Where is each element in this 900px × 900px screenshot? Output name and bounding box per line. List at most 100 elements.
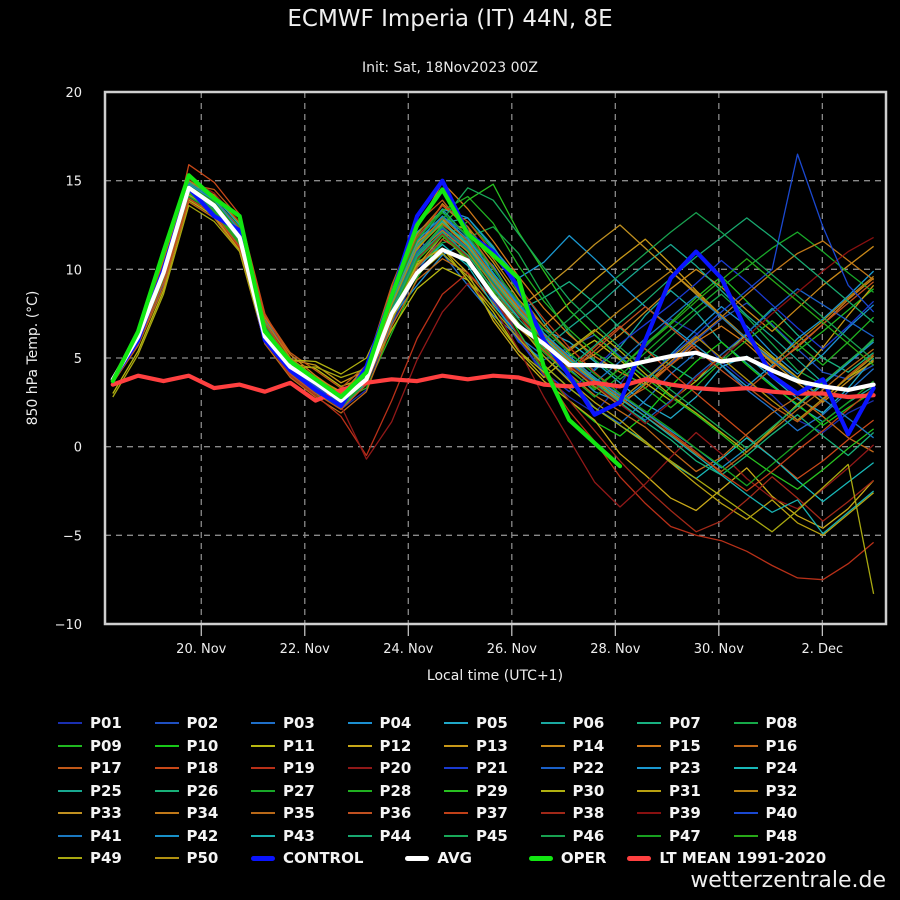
- legend-item-p17: P17: [58, 758, 122, 778]
- y-tick-label: −10: [55, 618, 82, 633]
- legend-label: P38: [572, 804, 605, 822]
- legend-item-oper: OPER: [528, 848, 607, 868]
- series-line-avg: [110, 185, 876, 403]
- legend-swatch: [540, 789, 565, 792]
- y-tick-label: 20: [65, 86, 82, 101]
- legend-swatch: [251, 812, 275, 814]
- legend-item-p42: P42: [154, 826, 219, 846]
- legend-label: P20: [379, 759, 412, 777]
- y-tick-label: 15: [65, 175, 82, 190]
- legend-label: P48: [765, 826, 798, 845]
- legend-item-p15: P15: [637, 736, 701, 756]
- legend-label: P32: [765, 781, 798, 800]
- credit-text: wetterzentrale.de: [690, 868, 886, 893]
- legend-item-p35: P35: [251, 803, 315, 823]
- legend-swatch: [347, 767, 372, 769]
- legend-item-p19: P19: [251, 758, 315, 778]
- legend-item-p18: P18: [154, 758, 218, 778]
- legend-swatch: [405, 855, 430, 861]
- legend-item-p06: P06: [540, 713, 604, 733]
- legend-item-p07: P07: [637, 713, 701, 733]
- plot-frame: [103, 90, 888, 626]
- legend-swatch: [251, 855, 275, 861]
- legend-item-p01: P01: [58, 713, 122, 733]
- legend-item-p45: P45: [444, 826, 508, 846]
- legend-swatch: [627, 855, 652, 861]
- x-tick-label: 20. Nov: [176, 642, 226, 657]
- legend-label: P03: [283, 714, 315, 732]
- legend-item-p24: P24: [733, 758, 797, 778]
- legend-item-p02: P02: [154, 713, 218, 733]
- legend-item-p40: P40: [733, 803, 797, 823]
- legend-label: P25: [90, 781, 122, 800]
- legend-item-p04: P04: [347, 713, 412, 733]
- legend-item-p30: P30: [540, 781, 605, 801]
- legend-label: P11: [283, 736, 315, 755]
- legend-swatch: [58, 767, 82, 769]
- legend-label: P05: [476, 714, 508, 732]
- legend-swatch: [540, 722, 565, 724]
- legend-label: P31: [669, 781, 701, 800]
- legend-label: P15: [669, 736, 701, 755]
- legend-item-p38: P38: [540, 803, 605, 823]
- legend-swatch: [637, 744, 661, 747]
- legend-label: P36: [379, 804, 412, 822]
- legend-swatch: [444, 722, 468, 724]
- legend-swatch: [154, 722, 179, 724]
- legend-label: P42: [186, 826, 219, 845]
- legend-swatch: [733, 834, 758, 837]
- legend-swatch: [444, 744, 468, 747]
- x-tick-label: 26. Nov: [487, 642, 537, 657]
- legend-item-p25: P25: [58, 781, 122, 801]
- legend-label: P27: [283, 781, 315, 800]
- legend-label: P43: [283, 826, 315, 845]
- x-tick-label: 22. Nov: [280, 642, 330, 657]
- legend-item-p10: P10: [154, 736, 218, 756]
- legend-label: P30: [572, 781, 605, 800]
- legend-swatch: [251, 789, 275, 792]
- legend-swatch: [58, 857, 82, 859]
- legend-label: P50: [186, 849, 219, 867]
- legend-label: P19: [283, 759, 315, 777]
- y-axis-label: 850 hPa Temp. (°C): [25, 291, 41, 426]
- legend-swatch: [444, 834, 468, 837]
- legend-item-control: CONTROL: [251, 848, 363, 868]
- legend-label: P08: [765, 714, 798, 732]
- main-lines: [110, 173, 876, 469]
- legend-item-p34: P34: [154, 803, 218, 823]
- y-tick-label: −5: [63, 529, 82, 544]
- legend-swatch: [154, 789, 179, 792]
- legend-label: AVG: [437, 849, 472, 867]
- legend-label: P16: [765, 736, 798, 755]
- x-tick-label: 2. Dec: [801, 642, 843, 657]
- legend-item-p41: P41: [58, 826, 122, 846]
- x-ticks: 20. Nov 22. Nov 24. Nov 26. Nov 28. Nov 30. N…: [176, 624, 843, 657]
- legend-swatch: [637, 834, 661, 837]
- legend-label: P04: [379, 714, 412, 732]
- legend-item-p14: P14: [540, 736, 604, 756]
- legend-swatch: [58, 789, 82, 792]
- legend-swatch: [540, 812, 565, 814]
- legend-label: P45: [476, 826, 508, 845]
- legend-item-p43: P43: [251, 826, 315, 846]
- legend-item-p32: P32: [733, 781, 798, 801]
- series-line-lt-mean-1991-2020: [110, 373, 876, 403]
- y-ticks: −10 −5 0 5 10 15 20: [55, 86, 82, 633]
- legend-swatch: [347, 812, 372, 814]
- legend-label: LT MEAN 1991-2020: [659, 849, 827, 867]
- legend-item-p20: P20: [347, 758, 412, 778]
- legend-swatch: [58, 744, 82, 747]
- legend-item-p21: P21: [444, 758, 508, 778]
- legend-label: OPER: [560, 849, 607, 867]
- legend-item-p03: P03: [251, 713, 315, 733]
- x-tick-label: 24. Nov: [383, 642, 433, 657]
- legend-item-p27: P27: [251, 781, 315, 801]
- legend-label: P01: [90, 714, 122, 732]
- legend-label: P47: [669, 826, 701, 845]
- legend-item-p26: P26: [154, 781, 218, 801]
- series-line-p16: [112, 201, 874, 473]
- legend-label: P17: [90, 759, 122, 777]
- legend-item-p48: P48: [733, 826, 798, 846]
- legend-swatch: [251, 767, 275, 769]
